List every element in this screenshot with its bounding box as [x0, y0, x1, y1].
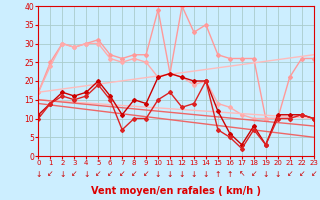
Text: ↙: ↙: [119, 170, 125, 179]
Text: ↖: ↖: [239, 170, 245, 179]
Text: ↙: ↙: [299, 170, 305, 179]
Text: ↓: ↓: [59, 170, 66, 179]
Text: ↙: ↙: [286, 170, 293, 179]
Text: ↙: ↙: [143, 170, 149, 179]
Text: ↓: ↓: [275, 170, 281, 179]
Text: ↙: ↙: [71, 170, 77, 179]
Text: ↓: ↓: [191, 170, 197, 179]
Text: ↑: ↑: [215, 170, 221, 179]
Text: ↑: ↑: [227, 170, 233, 179]
Text: ↓: ↓: [83, 170, 90, 179]
X-axis label: Vent moyen/en rafales ( km/h ): Vent moyen/en rafales ( km/h ): [91, 186, 261, 196]
Text: ↓: ↓: [35, 170, 42, 179]
Text: ↓: ↓: [262, 170, 269, 179]
Text: ↓: ↓: [167, 170, 173, 179]
Text: ↓: ↓: [155, 170, 161, 179]
Text: ↙: ↙: [95, 170, 101, 179]
Text: ↓: ↓: [203, 170, 209, 179]
Text: ↙: ↙: [47, 170, 53, 179]
Text: ↙: ↙: [131, 170, 137, 179]
Text: ↓: ↓: [179, 170, 185, 179]
Text: ↙: ↙: [107, 170, 113, 179]
Text: ↙: ↙: [310, 170, 317, 179]
Text: ↙: ↙: [251, 170, 257, 179]
